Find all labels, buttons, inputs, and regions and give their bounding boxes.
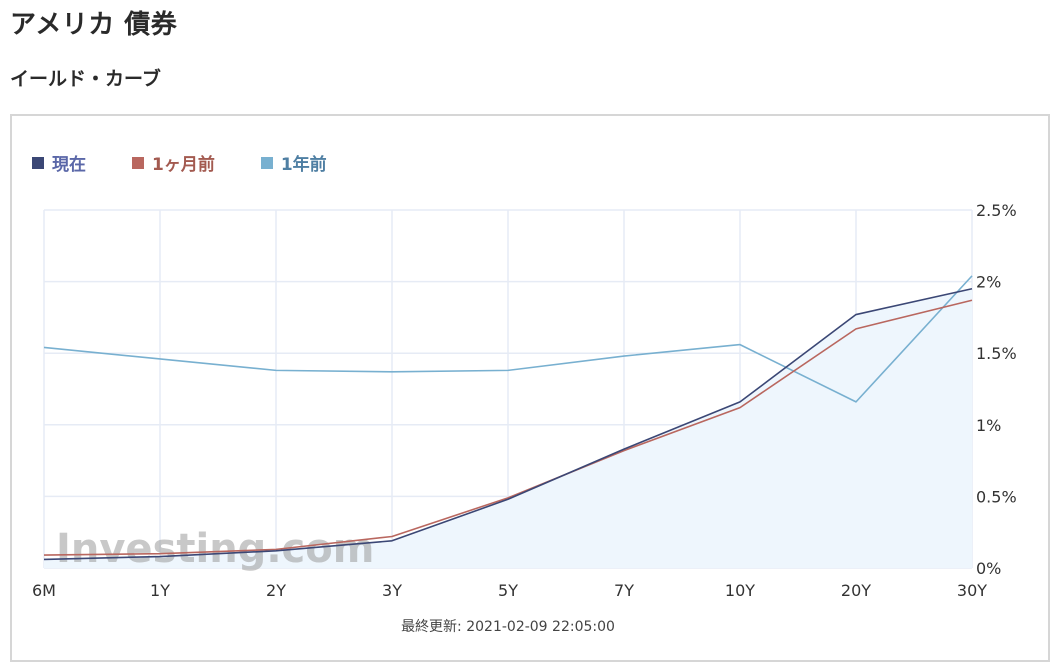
- x-tick-label: 20Y: [841, 581, 871, 600]
- y-tick-label: 2.5%: [976, 201, 1017, 220]
- x-tick-label: 10Y: [725, 581, 755, 600]
- section-title: イールド・カーブ: [10, 68, 161, 90]
- y-tick-label: 2%: [976, 273, 1001, 292]
- legend-label-month-ago: 1ヶ月前: [152, 155, 215, 175]
- y-tick-label: 1.5%: [976, 344, 1017, 363]
- y-tick-label: 0.5%: [976, 487, 1017, 506]
- x-tick-label: 2Y: [266, 581, 286, 600]
- series-layer: [43, 275, 973, 561]
- x-tick-label: 3Y: [382, 581, 402, 600]
- page-title: アメリカ 債券: [10, 10, 178, 40]
- series-line-current[interactable]: [43, 287, 973, 561]
- legend-item-month-ago[interactable]: 1ヶ月前: [132, 150, 215, 175]
- x-tick-label: 30Y: [957, 581, 987, 600]
- y-tick-label: 0%: [976, 559, 1001, 578]
- investing-watermark: Investing.com: [56, 526, 374, 572]
- area-layer: [44, 288, 972, 568]
- legend-swatch-month-ago: [132, 156, 144, 169]
- x-tick-label: 6M: [32, 581, 56, 600]
- legend-swatch-current: [32, 156, 44, 169]
- x-tick-label: 1Y: [150, 581, 170, 600]
- last-updated-note: 最終更新: 2021-02-09 22:05:00: [401, 619, 615, 635]
- x-tick-label: 5Y: [498, 581, 518, 600]
- chart-legend: 現在 1ヶ月前 1年前: [32, 150, 327, 175]
- y-tick-label: 1%: [976, 416, 1001, 435]
- legend-item-current[interactable]: 現在: [32, 150, 86, 175]
- x-tick-labels: 6M 1Y 2Y 3Y 5Y 7Y 10Y 20Y 30Y: [32, 581, 987, 600]
- legend-item-year-ago[interactable]: 1年前: [260, 150, 327, 175]
- x-tick-label: 7Y: [614, 581, 634, 600]
- series-line-month-ago[interactable]: [43, 299, 973, 556]
- legend-label-year-ago: 1年前: [280, 155, 327, 175]
- legend-swatch-year-ago: [260, 156, 273, 169]
- y-tick-labels: 0% 0.5% 1% 1.5% 2% 2.5%: [976, 201, 1017, 578]
- series-line-year-ago[interactable]: [43, 275, 973, 403]
- area-fill-current: [44, 288, 972, 568]
- legend-label-current: 現在: [52, 155, 86, 175]
